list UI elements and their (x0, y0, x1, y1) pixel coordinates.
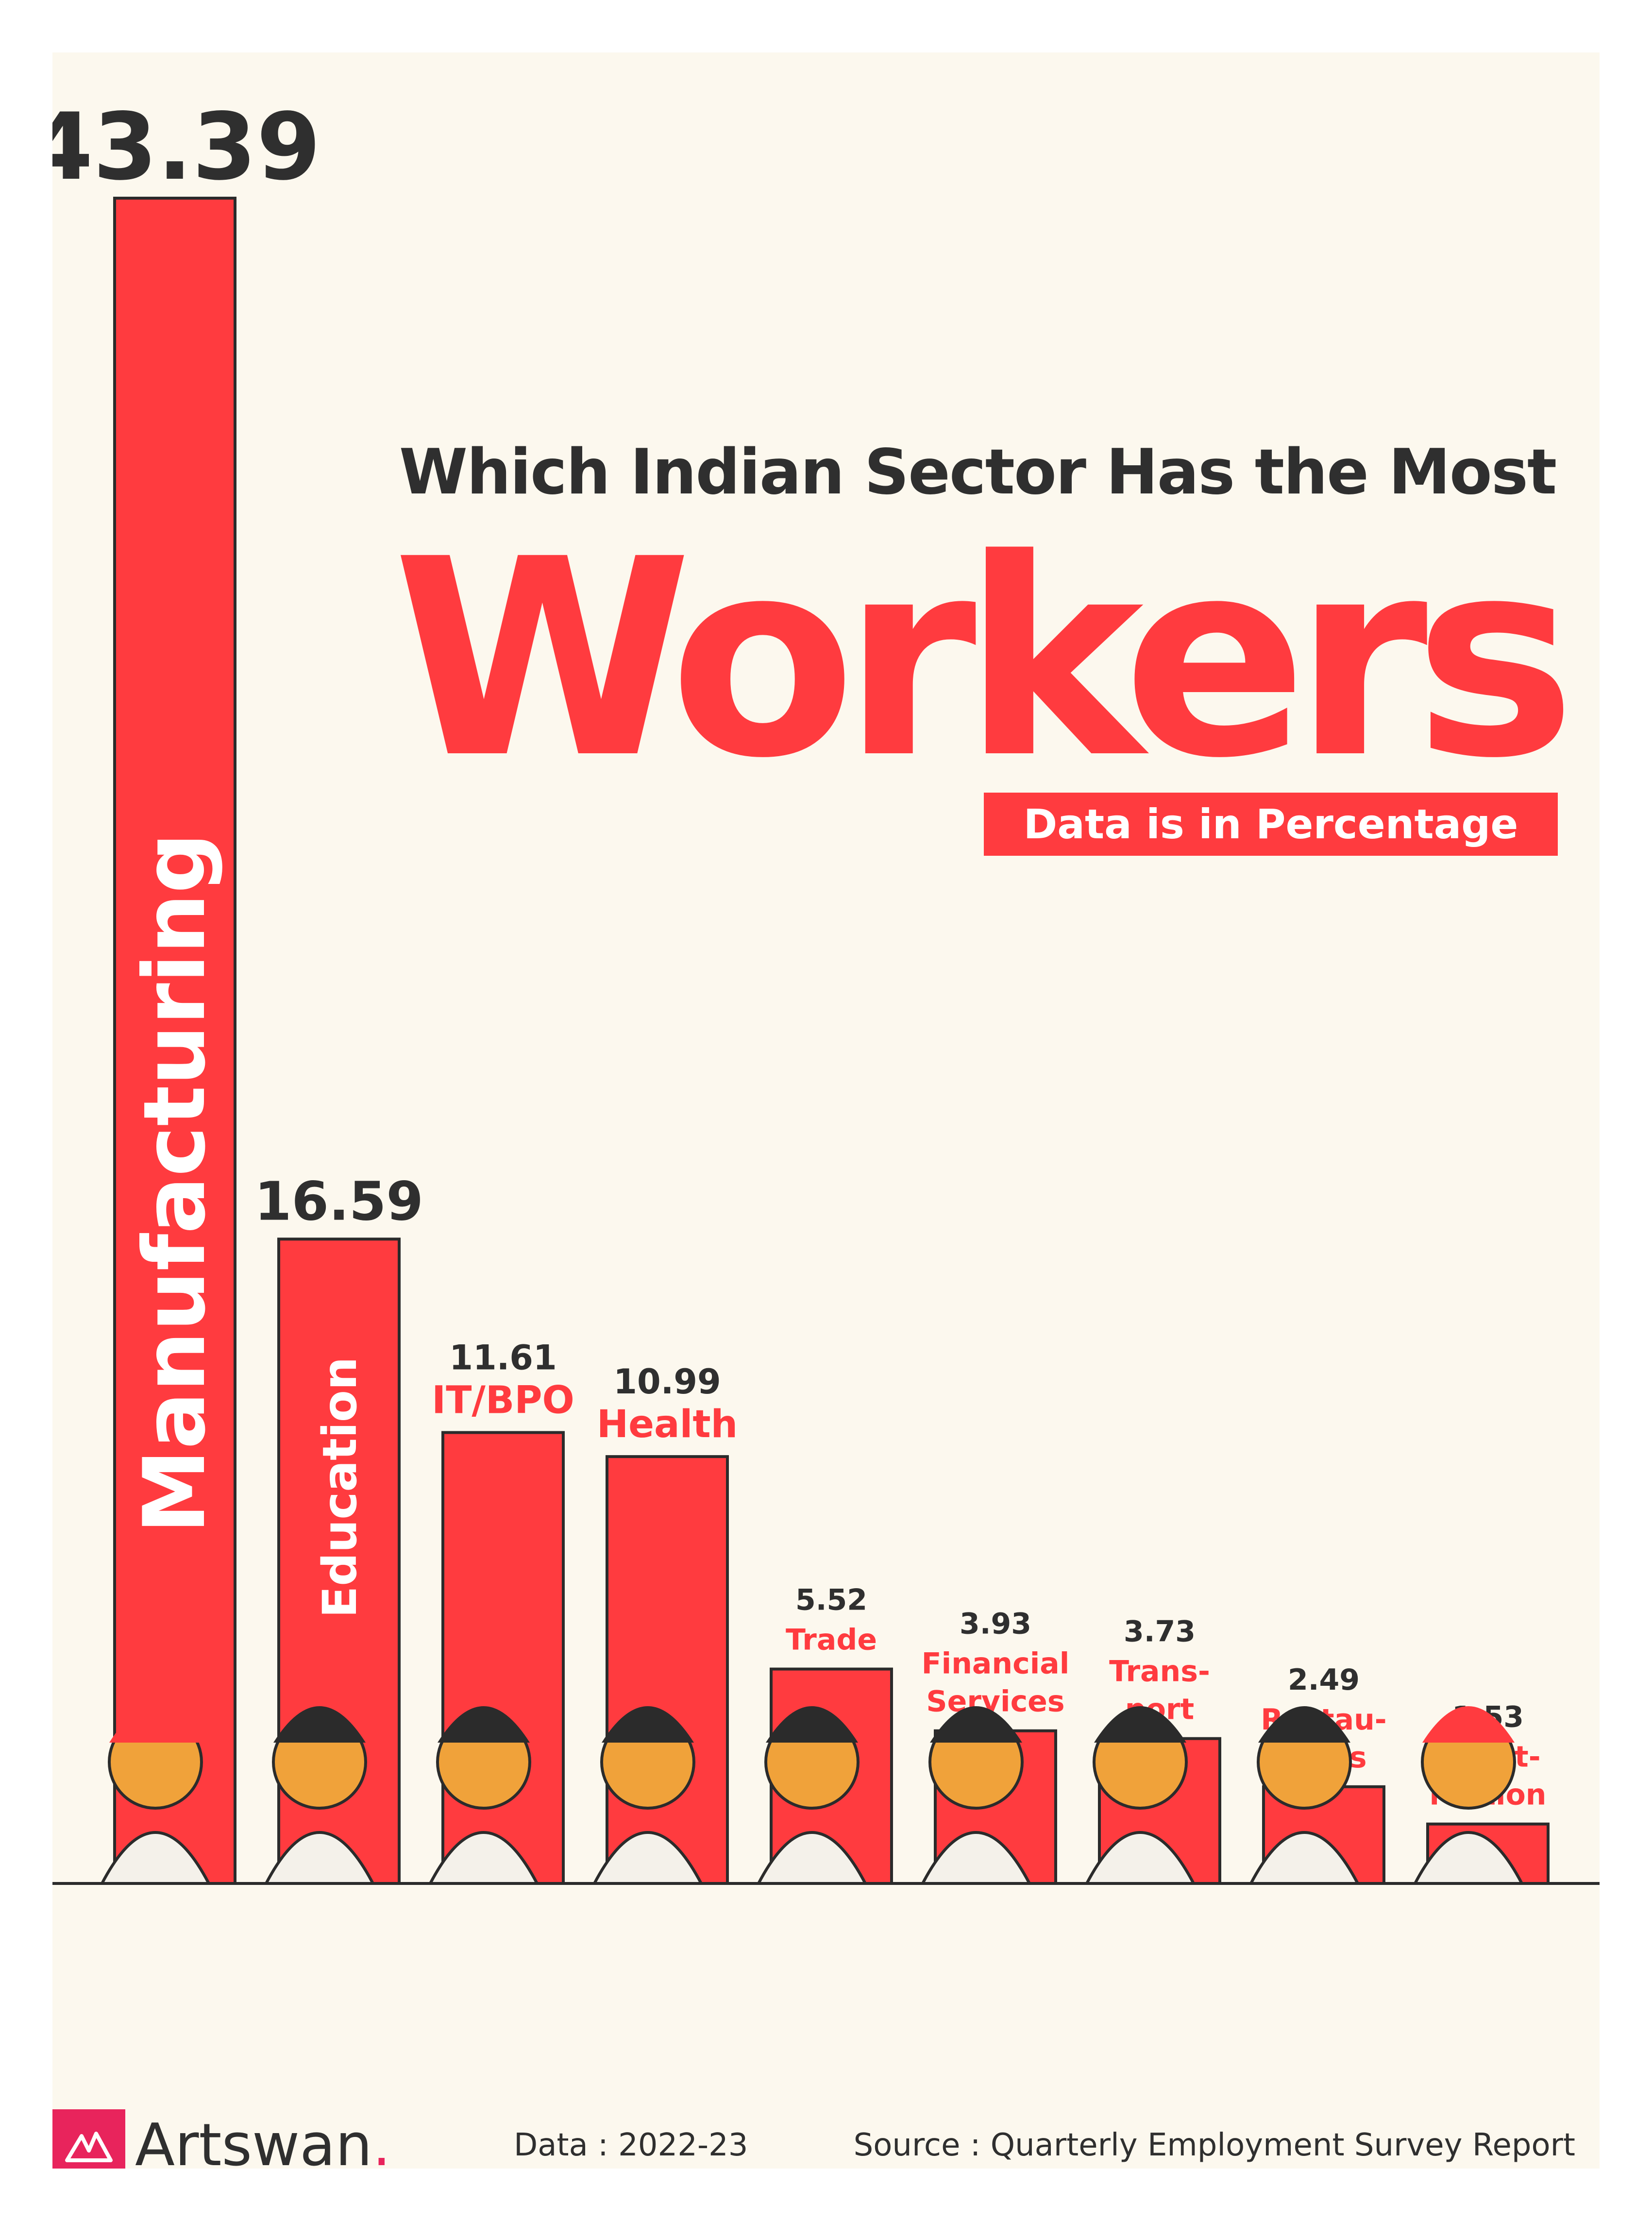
category-label-it-bpo: IT/BPO (432, 1379, 574, 1423)
category-label-health: Health (597, 1403, 738, 1446)
value-label-health: 10.99 (613, 1362, 721, 1402)
category-label-financial-services: Financial (922, 1647, 1070, 1681)
worker-body-icon (428, 1831, 539, 1885)
infographic-canvas: 43.39 Manufacturing 16.59 Education IT/BPO 11… (52, 52, 1600, 2169)
category-label-education: Education (313, 1357, 367, 1618)
bar-chart: 43.39 Manufacturing 16.59 Education IT/BPO11… (52, 93, 1600, 1885)
worker-hair-icon (1094, 1706, 1186, 1743)
subtitle-badge: Data is in Percentage (984, 793, 1558, 856)
worker-body-icon (756, 1831, 868, 1885)
worker-body-icon (1413, 1831, 1524, 1885)
worker-body-icon (1248, 1831, 1360, 1885)
bar-health (606, 1455, 729, 1885)
category-label-manufacturing: Manufacturing (126, 832, 224, 1534)
worker-hair-icon (109, 1706, 202, 1743)
value-label-manufacturing: 43.39 (52, 93, 321, 201)
value-label-transport: 3.73 (1124, 1615, 1196, 1649)
value-label-trade: 5.52 (795, 1583, 867, 1617)
value-label-financial-services: 3.93 (960, 1607, 1031, 1641)
artswan-logo-icon (52, 2109, 125, 2169)
footer-brand-text: Artswan (135, 2112, 372, 2169)
worker-hair-icon (766, 1706, 858, 1743)
footer-source: Source : Quarterly Employment Survey Rep… (853, 2127, 1575, 2163)
title-line1: Which Indian Sector Has the Most (399, 436, 1557, 509)
footer-brand: Artswan. (135, 2112, 391, 2169)
footer-date: Data : 2022-23 (514, 2127, 748, 2163)
worker-body-icon (264, 1831, 375, 1885)
category-label-transport: Trans- (1109, 1655, 1210, 1689)
bar-it-bpo (441, 1431, 565, 1885)
worker-body-icon (100, 1831, 211, 1885)
worker-body-icon (920, 1831, 1032, 1885)
category-label-trade: Trade (786, 1623, 877, 1657)
worker-body-icon (1084, 1831, 1196, 1885)
worker-hair-icon (1258, 1706, 1350, 1743)
worker-hair-icon (273, 1706, 366, 1743)
worker-hair-icon (930, 1706, 1022, 1743)
worker-hair-icon (1422, 1706, 1515, 1743)
value-label-it-bpo: 11.61 (449, 1338, 556, 1378)
value-label-restaurants: 2.49 (1288, 1663, 1360, 1697)
worker-body-icon (592, 1831, 704, 1885)
worker-hair-icon (602, 1706, 694, 1743)
title-main: Workers (392, 501, 1576, 818)
worker-hair-icon (438, 1706, 530, 1743)
value-label-education: 16.59 (254, 1170, 423, 1232)
